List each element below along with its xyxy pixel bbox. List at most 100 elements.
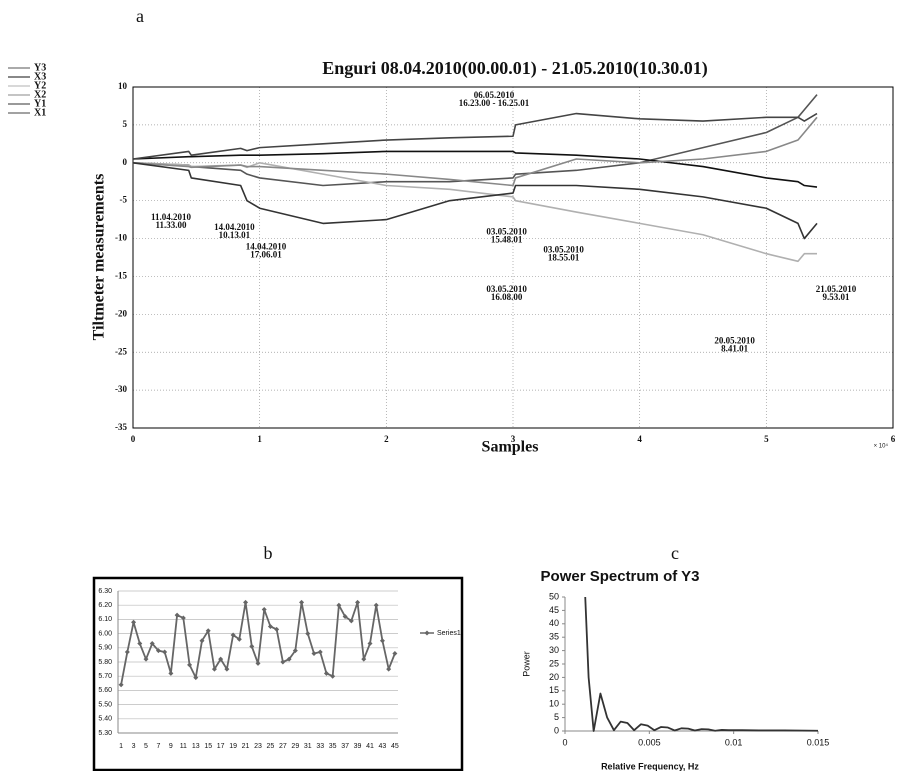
chart-title: Enguri 08.04.2010(00.00.01) - 21.05.2010… — [322, 58, 708, 79]
x-tick-label: 0 — [131, 434, 136, 444]
legend-label: X1 — [34, 107, 46, 118]
x-tick-label: 5 — [764, 434, 769, 444]
data-marker — [187, 662, 193, 668]
data-marker — [348, 618, 354, 624]
y-tick-label: 5.30 — [98, 730, 112, 737]
x-tick-label: 0.005 — [638, 737, 661, 747]
y-axis-label: Tiltmeter measurements — [91, 174, 108, 341]
x-tick-label: 17 — [217, 743, 225, 750]
data-marker — [280, 659, 286, 665]
x-tick-label: 15 — [204, 743, 212, 750]
data-marker — [274, 626, 280, 632]
x-tick-label: 6 — [891, 434, 896, 444]
annotation: 9.53.01 — [823, 292, 851, 302]
data-marker — [255, 660, 261, 666]
y-tick-label: -30 — [115, 384, 127, 394]
x-axis-label: Relative Frequency, Hz — [601, 761, 699, 771]
data-marker — [292, 648, 298, 654]
data-marker — [379, 638, 385, 644]
data-line — [132, 94, 818, 187]
data-marker — [311, 650, 317, 656]
x-axis-label: Samples — [482, 439, 539, 456]
x-tick-label: 29 — [291, 743, 299, 750]
data-marker — [199, 638, 205, 644]
data-marker — [124, 649, 130, 655]
data-marker — [168, 670, 174, 676]
data-marker — [118, 682, 124, 688]
y-tick-label: 5.80 — [98, 659, 112, 666]
data-marker — [230, 632, 236, 638]
data-marker — [286, 656, 292, 662]
data-marker — [224, 666, 230, 672]
y-tick-label: 20 — [549, 672, 559, 682]
data-marker — [180, 615, 186, 621]
x-tick-label: 7 — [156, 743, 160, 750]
x-tick-label: 11 — [180, 743, 187, 750]
y-tick-label: 15 — [549, 685, 559, 695]
data-marker — [342, 614, 348, 620]
y-axis-label: Power — [521, 651, 531, 677]
y-tick-label: 30 — [549, 645, 559, 655]
panel-frame — [92, 576, 464, 771]
panel-label: b — [264, 543, 273, 563]
data-marker — [243, 599, 249, 605]
legend-label: X2 — [34, 89, 46, 100]
data-marker — [205, 628, 211, 634]
data-marker — [249, 643, 255, 649]
data-marker — [336, 602, 342, 608]
x-tick-label: 3 — [511, 434, 516, 444]
data-line — [584, 596, 819, 732]
x-tick-label: 1 — [119, 743, 123, 750]
y-tick-label: 5.70 — [98, 673, 112, 680]
y-tick-label: -20 — [115, 308, 127, 318]
x-tick-label: 35 — [329, 743, 337, 750]
x-tick-label: 25 — [267, 743, 275, 750]
data-marker — [131, 619, 137, 625]
annotation: 16.23.00 - 16.25.01 — [459, 98, 530, 108]
data-marker — [137, 641, 143, 647]
data-marker — [174, 612, 180, 618]
annotation: 17.06.01 — [250, 250, 282, 260]
y-tick-label: -25 — [115, 346, 127, 356]
data-marker — [143, 656, 149, 662]
annotation: 03.05.2010 — [486, 284, 527, 294]
data-line — [132, 150, 818, 188]
y-tick-label: 50 — [549, 591, 559, 601]
annotation: 18.55.01 — [548, 253, 580, 263]
data-marker — [361, 656, 367, 662]
x-tick-label: 4 — [637, 434, 642, 444]
x-tick-label: 9 — [169, 743, 173, 750]
plot-frame — [132, 86, 894, 429]
y-tick-label: 25 — [549, 658, 559, 668]
data-marker — [211, 666, 217, 672]
data-marker — [355, 599, 361, 605]
x-tick-label: 1 — [257, 434, 262, 444]
data-line — [132, 112, 818, 160]
data-marker — [236, 636, 242, 642]
panel-label: c — [671, 543, 679, 563]
y-tick-label: 6.30 — [98, 588, 112, 595]
annotation: 11.33.00 — [155, 220, 187, 230]
data-marker — [299, 599, 305, 605]
annotation: 11.04.2010 — [151, 212, 192, 222]
data-marker — [218, 656, 224, 662]
y-tick-label: 35 — [549, 632, 559, 642]
y-tick-label: 5.90 — [98, 645, 112, 652]
data-marker — [323, 670, 329, 676]
chart-title: Power Spectrum of Y3 — [541, 568, 700, 585]
legend-swatch — [424, 630, 430, 636]
data-marker — [162, 649, 168, 655]
x-tick-label: 43 — [379, 743, 387, 750]
y-tick-label: 5 — [554, 712, 559, 722]
y-tick-label: 6.20 — [98, 602, 112, 609]
y-tick-label: 5.40 — [98, 716, 112, 723]
data-line — [132, 161, 818, 240]
annotation: 16.08.00 — [491, 292, 523, 302]
x-tick-label: 37 — [341, 743, 349, 750]
x-tick-label: 19 — [229, 743, 237, 750]
y-tick-label: 5 — [123, 119, 128, 129]
annotation: 21.05.2010 — [816, 284, 857, 294]
annotation: 14.04.2010 — [214, 222, 255, 232]
annotation: 03.05.2010 — [486, 227, 527, 237]
data-marker — [155, 648, 161, 654]
